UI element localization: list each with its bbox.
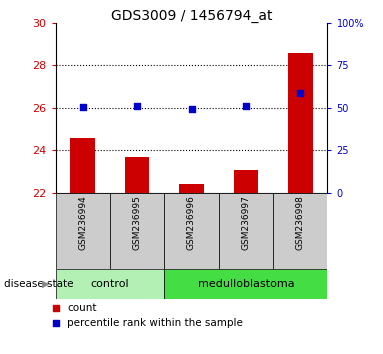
Bar [179, 184, 204, 193]
Text: ▶: ▶ [42, 279, 50, 289]
Bar [219, 193, 273, 269]
Bar [234, 170, 258, 193]
Bar [164, 269, 327, 299]
Text: GSM236994: GSM236994 [78, 195, 87, 250]
Text: disease state: disease state [4, 279, 73, 289]
Text: control: control [91, 279, 129, 289]
Point [243, 103, 249, 109]
Text: count: count [67, 303, 97, 313]
Bar [273, 193, 327, 269]
Bar [164, 193, 219, 269]
Point [53, 320, 59, 326]
Point [80, 104, 86, 110]
Point [297, 90, 303, 96]
Text: GSM236995: GSM236995 [133, 195, 142, 250]
Text: GSM236997: GSM236997 [241, 195, 250, 250]
Point [188, 106, 195, 112]
Text: GSM236996: GSM236996 [187, 195, 196, 250]
Text: percentile rank within the sample: percentile rank within the sample [67, 318, 243, 328]
Text: medulloblastoma: medulloblastoma [198, 279, 294, 289]
Text: GSM236998: GSM236998 [296, 195, 305, 250]
Text: GDS3009 / 1456794_at: GDS3009 / 1456794_at [111, 9, 272, 23]
Bar [56, 269, 164, 299]
Bar [70, 138, 95, 193]
Point [134, 103, 140, 109]
Point [53, 305, 59, 311]
Bar [110, 193, 164, 269]
Bar [288, 53, 313, 193]
Bar [125, 157, 149, 193]
Bar [56, 193, 110, 269]
